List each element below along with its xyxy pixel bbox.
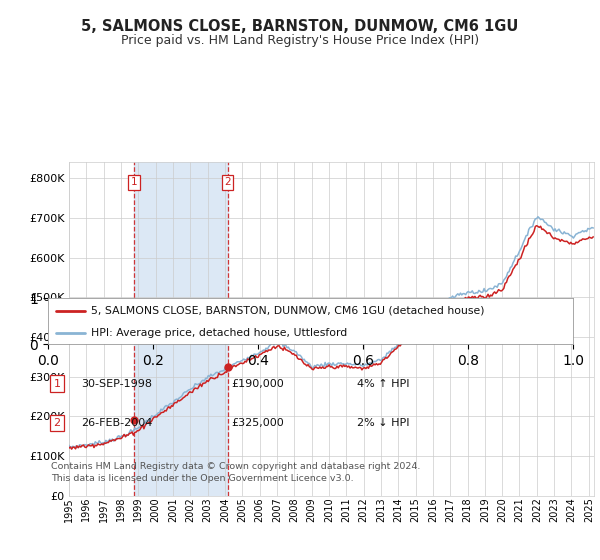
Text: 2: 2 — [53, 418, 61, 428]
Text: 2% ↓ HPI: 2% ↓ HPI — [357, 418, 409, 428]
Text: 1: 1 — [131, 178, 137, 188]
Text: 5, SALMONS CLOSE, BARNSTON, DUNMOW, CM6 1GU: 5, SALMONS CLOSE, BARNSTON, DUNMOW, CM6 … — [82, 19, 518, 34]
Text: 1: 1 — [53, 379, 61, 389]
Text: 5, SALMONS CLOSE, BARNSTON, DUNMOW, CM6 1GU (detached house): 5, SALMONS CLOSE, BARNSTON, DUNMOW, CM6 … — [91, 306, 485, 316]
Text: Price paid vs. HM Land Registry's House Price Index (HPI): Price paid vs. HM Land Registry's House … — [121, 34, 479, 46]
Text: £325,000: £325,000 — [231, 418, 284, 428]
Bar — [134, 162, 227, 496]
Text: 4% ↑ HPI: 4% ↑ HPI — [357, 379, 409, 389]
Text: 30-SEP-1998: 30-SEP-1998 — [81, 379, 152, 389]
Text: 2: 2 — [224, 178, 231, 188]
Text: £190,000: £190,000 — [231, 379, 284, 389]
Text: HPI: Average price, detached house, Uttlesford: HPI: Average price, detached house, Uttl… — [91, 328, 347, 338]
Text: Contains HM Land Registry data © Crown copyright and database right 2024.
This d: Contains HM Land Registry data © Crown c… — [51, 462, 421, 483]
Text: 26-FEB-2004: 26-FEB-2004 — [81, 418, 152, 428]
